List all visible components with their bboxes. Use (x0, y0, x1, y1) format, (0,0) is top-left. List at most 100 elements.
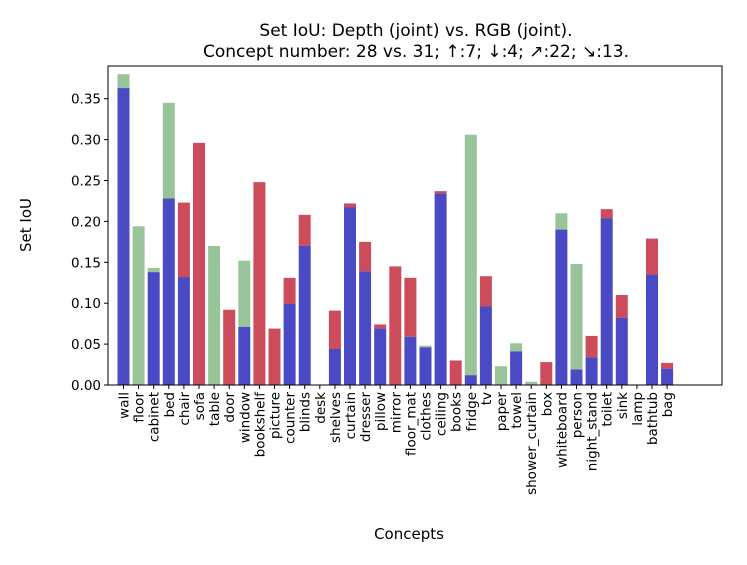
bar-top-curtain (344, 203, 356, 208)
bar-top-cabinet (147, 268, 160, 273)
bar-top-books (449, 360, 462, 385)
x-tick-label-bathtub: bathtub (645, 392, 661, 445)
x-tick-label-lamp: lamp (630, 392, 646, 426)
x-tick-label-shelves: shelves (328, 392, 344, 443)
x-tick-label-bookshelf: bookshelf (252, 391, 268, 458)
bar-top-pillow (374, 324, 387, 329)
bar-top-towel (510, 343, 523, 352)
bar-overlap-bag (661, 368, 674, 385)
bar-top-fridge (464, 134, 477, 376)
y-ticks-group: 0.00 0.05 0.10 0.15 0.20 0.25 0.30 0.35 (71, 92, 108, 394)
bar-top-toilet (600, 209, 613, 219)
bar-top-chair (177, 202, 190, 278)
bar-top-floor (132, 226, 145, 385)
bar-top-mirror (389, 266, 402, 385)
x-tick-label-sink: sink (615, 392, 631, 419)
x-tick-label-paper: paper (494, 392, 510, 432)
chart-title-line2: Concept number: 28 vs. 31; ↑:7; ↓:4; ↗:2… (203, 42, 629, 62)
y-tick-label: 0.35 (71, 92, 101, 108)
x-tick-label-bag: bag (660, 392, 676, 417)
bar-overlap-chair (177, 277, 190, 385)
bar-overlap-toilet (600, 218, 613, 385)
bar-top-dresser (359, 241, 372, 272)
bar-top-tv (479, 276, 492, 307)
bar-overlap-person (570, 369, 583, 385)
bar-overlap-pillow (374, 328, 387, 385)
bar-top-blinds (298, 214, 311, 246)
bar-overlap-night_stand (585, 357, 598, 385)
x-tick-label-ceiling: ceiling (434, 392, 450, 436)
x-tick-label-box: box (539, 392, 555, 416)
y-tick-label: 0.25 (71, 174, 101, 190)
bar-overlap-shelves (328, 349, 341, 385)
bar-top-table (208, 245, 221, 385)
chart-title-line1: Set IoU: Depth (joint) vs. RGB (joint). (259, 21, 572, 41)
bar-top-picture (268, 328, 281, 385)
bar-overlap-curtain (344, 207, 356, 385)
x-tick-label-curtain: curtain (343, 392, 359, 439)
x-tick-label-toilet: toilet (600, 392, 616, 427)
bar-top-box (540, 362, 553, 385)
bar-top-counter (283, 277, 296, 305)
x-tick-label-cabinet: cabinet (147, 392, 163, 442)
x-tick-label-fridge: fridge (464, 392, 480, 432)
x-tick-label-pillow: pillow (373, 392, 389, 431)
bar-overlap-clothes (419, 347, 432, 385)
x-tick-label-counter: counter (283, 392, 299, 444)
bar-overlap-whiteboard (555, 229, 568, 385)
bar-top-window (238, 260, 251, 327)
x-tick-label-bed: bed (162, 392, 178, 417)
y-axis-label: Set IoU (17, 198, 35, 252)
bar-overlap-ceiling (434, 193, 447, 385)
bar-top-clothes (419, 345, 432, 348)
bar-overlap-sink (615, 317, 628, 385)
bars-group (117, 74, 674, 385)
bar-overlap-fridge (464, 375, 477, 385)
bar-overlap-tv (479, 306, 492, 385)
x-ticks-group: wall floor cabinet bed chair sofa table door win… (117, 385, 676, 495)
y-tick-label: 0.15 (71, 255, 101, 271)
bar-overlap-towel (510, 351, 523, 385)
x-tick-label-clothes: clothes (419, 392, 435, 441)
y-tick-label: 0.30 (71, 133, 101, 149)
x-tick-label-picture: picture (268, 392, 284, 439)
bar-overlap-window (238, 326, 251, 385)
x-tick-label-shower_curtain: shower_curtain (524, 392, 540, 495)
y-tick-label: 0.05 (71, 337, 101, 353)
x-tick-label-tv: tv (479, 392, 495, 405)
bar-top-door (223, 309, 236, 385)
bar-top-person (570, 263, 583, 370)
bar-overlap-dresser (359, 271, 372, 385)
x-tick-label-towel: towel (509, 392, 525, 429)
x-tick-label-floor: floor (132, 392, 148, 423)
y-tick-label: 0.10 (71, 296, 101, 312)
bar-top-bookshelf (253, 182, 266, 385)
plot-frame (107, 65, 723, 386)
bar-top-sink (615, 295, 628, 318)
x-tick-label-person: person (570, 392, 586, 438)
y-tick-label: 0.00 (71, 378, 101, 394)
x-tick-label-whiteboard: whiteboard (554, 392, 570, 468)
x-axis-label: Concepts (374, 525, 444, 543)
bar-top-shower_curtain (525, 381, 538, 385)
bar-overlap-wall (117, 88, 130, 385)
x-tick-label-window: window (237, 392, 253, 443)
bar-top-bed (162, 102, 175, 199)
x-tick-label-table: table (207, 392, 223, 426)
bar-overlap-floor_mat (404, 336, 417, 385)
bar-overlap-blinds (298, 245, 311, 385)
bar-top-bag (661, 362, 674, 369)
x-tick-label-sofa: sofa (192, 392, 208, 420)
bar-top-bathtub (646, 238, 658, 275)
bar-overlap-bathtub (646, 274, 658, 385)
x-tick-label-wall: wall (117, 392, 133, 419)
x-tick-label-desk: desk (313, 392, 329, 424)
x-tick-label-chair: chair (177, 392, 193, 426)
bar-top-sofa (193, 142, 205, 385)
bar-top-shelves (328, 310, 341, 350)
x-tick-label-night_stand: night_stand (585, 392, 601, 471)
x-tick-label-books: books (449, 392, 465, 432)
